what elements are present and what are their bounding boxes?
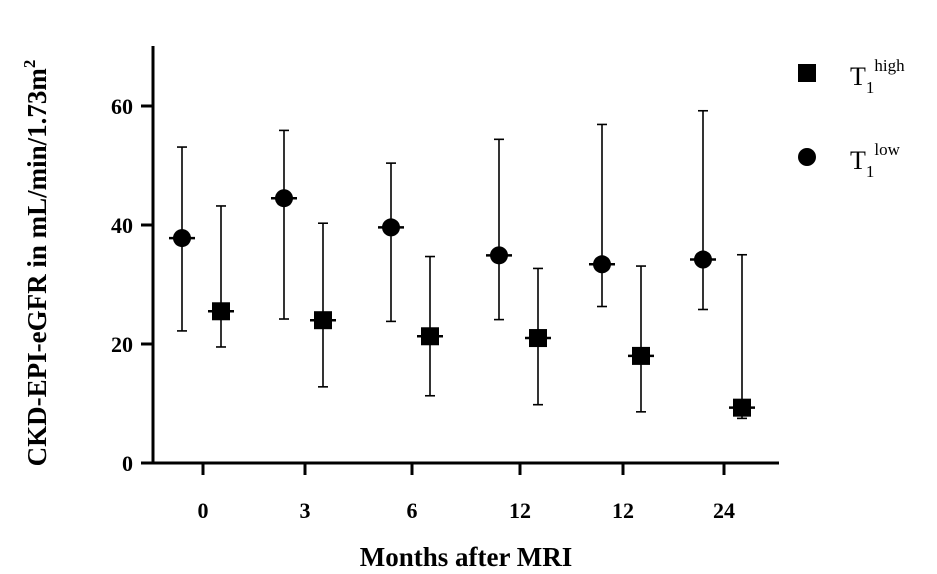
legend-label-sub: 1 [866, 162, 875, 181]
x-tick-label: 24 [713, 498, 735, 523]
y-tick-label: 20 [111, 332, 133, 357]
series-circle [169, 109, 716, 332]
y-axis-title-main: CKD-EPI-eGFR in mL/min/1.73m [22, 68, 52, 467]
x-tick-label: 6 [407, 498, 418, 523]
legend-marker-circle [798, 148, 816, 166]
x-axis-title: Months after MRI [360, 542, 572, 572]
x-tick-label: 12 [612, 498, 634, 523]
axes: 0 20 40 60 0 3 6 12 12 24 [111, 46, 779, 523]
x-tick-label: 0 [198, 498, 209, 523]
y-axis-title: CKD-EPI-eGFR in mL/min/1.73m2 [20, 60, 52, 467]
y-tick-label: 60 [111, 94, 133, 119]
y-tick-label: 0 [122, 451, 133, 476]
y-tick-label: 40 [111, 213, 133, 238]
legend-marker-square [798, 64, 816, 82]
legend-label-sup: low [874, 140, 900, 159]
legend-label: T1 high [850, 56, 905, 97]
legend-label-sub: 1 [866, 78, 875, 97]
x-tick-label: 3 [300, 498, 311, 523]
axis-titles: Months after MRI CKD-EPI-eGFR in mL/min/1… [20, 60, 572, 572]
legend-label-base: T [850, 62, 866, 91]
x-tick-label: 12 [509, 498, 531, 523]
legend-label: T1 low [850, 140, 901, 181]
y-axis-title-superscript: 2 [20, 60, 39, 69]
legend-label-sup: high [874, 56, 905, 75]
data-points [169, 109, 755, 420]
series-square [208, 205, 755, 420]
legend-label-base: T [850, 146, 866, 175]
